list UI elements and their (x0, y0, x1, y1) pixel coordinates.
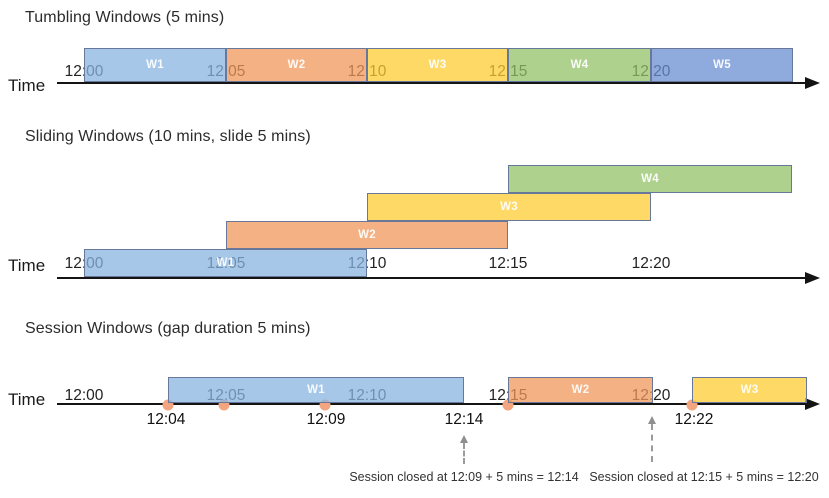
window-box-sliding-w2: W2 (226, 221, 508, 249)
window-label: W4 (641, 173, 659, 185)
window-box-tumbling-w1: W1 (84, 48, 226, 82)
time-tick-label: 12:20 (631, 255, 671, 272)
axis-arrow-icon (805, 272, 820, 284)
event-dot (502, 399, 514, 411)
time-axis (57, 82, 805, 84)
window-box-tumbling-w4: W4 (508, 48, 651, 82)
window-box-sliding-w3: W3 (367, 193, 651, 221)
time-axis-caption: Time (8, 76, 46, 95)
time-axis (57, 403, 805, 405)
window-box-tumbling-w3: W3 (367, 48, 508, 82)
event-dot (218, 399, 230, 411)
window-label: W2 (571, 384, 590, 396)
event-dot (162, 399, 174, 411)
window-label: W1 (146, 59, 164, 71)
session-close-annotation: Session closed at 12:09 + 5 mins = 12:14 (349, 470, 579, 484)
axis-arrow-icon (805, 398, 820, 410)
window-box-session-w3: W3 (692, 377, 807, 403)
time-tick-label: 12:15 (488, 255, 528, 272)
time-tick-label: 12:00 (64, 387, 104, 404)
window-box-tumbling-w5: W5 (651, 48, 793, 82)
session-close-arrow-stem (651, 424, 653, 462)
window-label: W3 (740, 384, 759, 396)
session-close-annotation: Session closed at 12:15 + 5 mins = 12:20 (589, 470, 819, 484)
event-time-label: 12:14 (444, 411, 484, 428)
event-time-label: 12:09 (306, 411, 346, 428)
window-label: W1 (307, 384, 325, 396)
session-close-arrow-icon (460, 435, 468, 443)
window-box-sliding-w4: W4 (508, 165, 792, 193)
event-dot (686, 399, 698, 411)
event-time-label: 12:22 (674, 411, 714, 428)
time-axis-caption: Time (8, 390, 46, 409)
time-axis-caption: Time (8, 256, 46, 275)
axis-arrow-icon (805, 77, 820, 89)
window-box-tumbling-w2: W2 (226, 48, 367, 82)
window-box-session-w1: W1 (168, 377, 464, 403)
window-box-session-w2: W2 (508, 377, 653, 403)
window-label: W4 (570, 59, 589, 71)
window-label: W3 (428, 59, 447, 71)
window-label: W3 (500, 201, 518, 213)
event-time-label: 12:04 (146, 411, 186, 428)
window-box-sliding-w1: W1 (84, 249, 367, 277)
event-dot (319, 399, 331, 411)
section-title-tumbling: Tumbling Windows (5 mins) (25, 9, 225, 26)
section-title-session: Session Windows (gap duration 5 mins) (25, 320, 311, 337)
session-close-arrow-stem (463, 443, 465, 464)
window-label: W2 (287, 59, 306, 71)
window-label: W5 (713, 59, 731, 71)
section-title-sliding: Sliding Windows (10 mins, slide 5 mins) (25, 128, 311, 145)
window-label: W1 (216, 257, 235, 269)
window-label: W2 (358, 229, 376, 241)
time-axis (57, 277, 805, 279)
session-close-arrow-icon (648, 416, 656, 424)
